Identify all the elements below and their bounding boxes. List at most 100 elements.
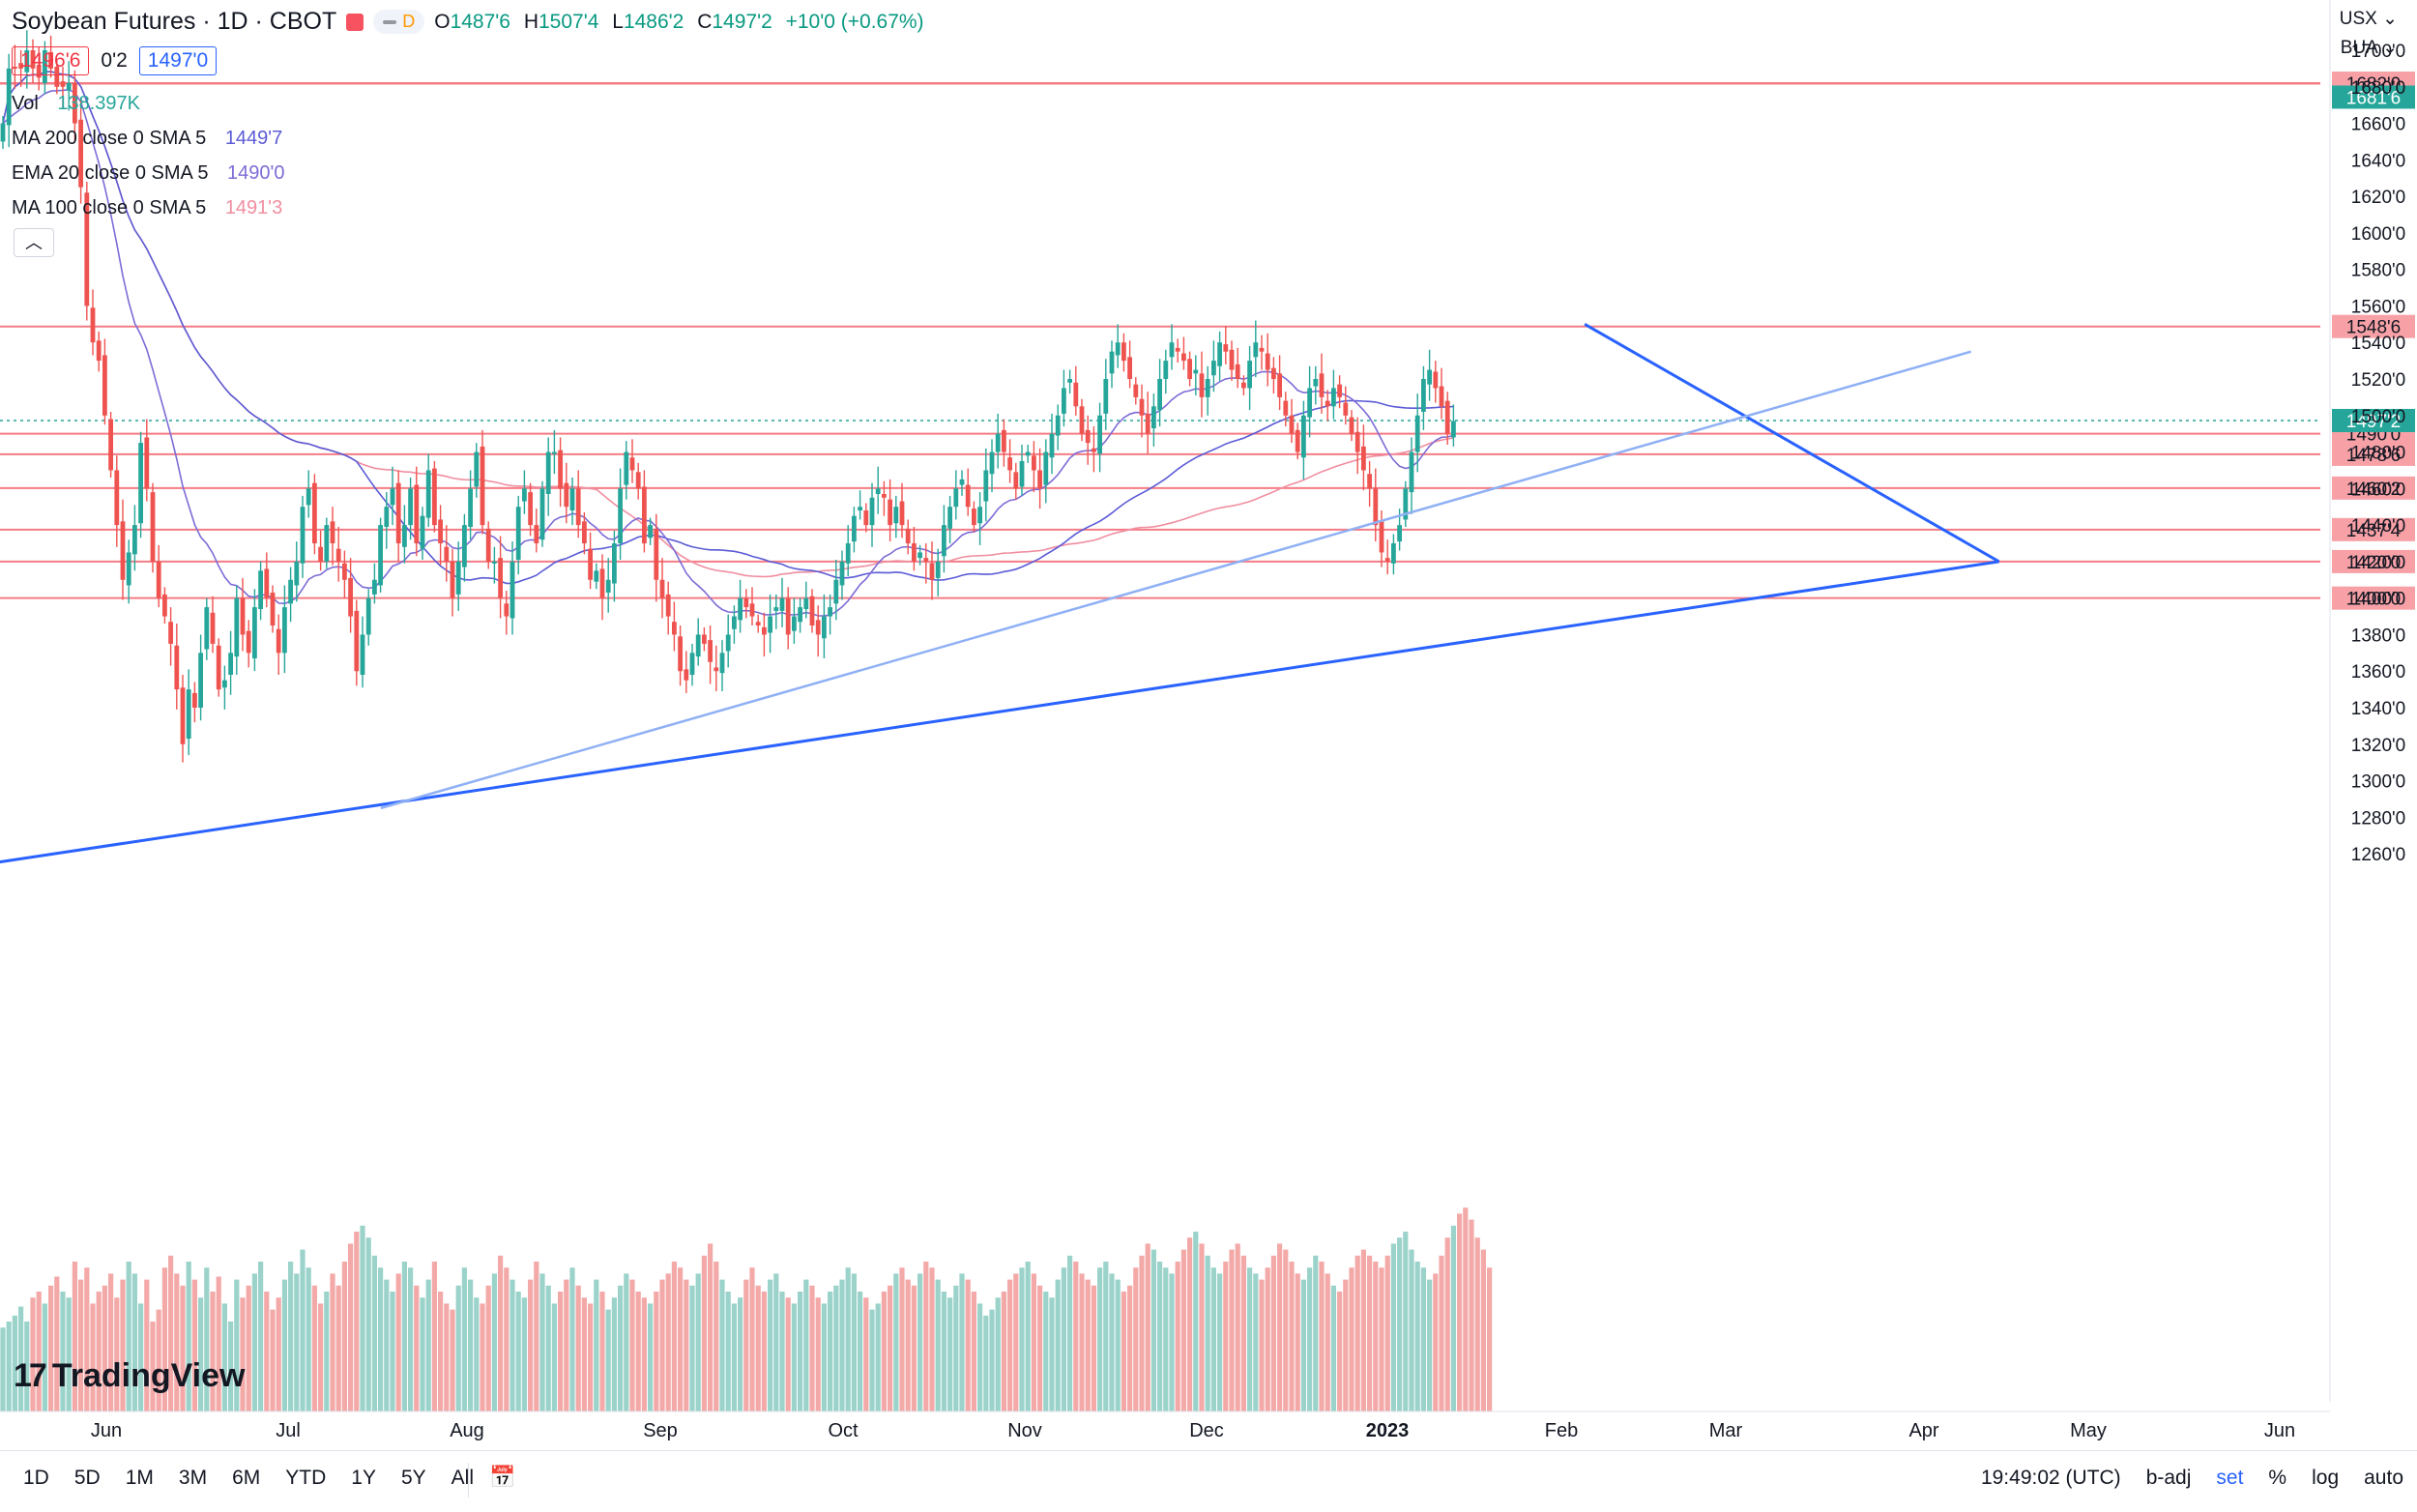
candle-body bbox=[708, 640, 713, 662]
price-level-text: 1548'6 bbox=[2346, 318, 2401, 338]
candle-body bbox=[1367, 474, 1372, 489]
candle bbox=[43, 41, 47, 95]
volume-bar bbox=[161, 1267, 167, 1411]
y-tick-label: 1380'0 bbox=[2351, 625, 2405, 646]
candle-body bbox=[659, 579, 665, 598]
candle-body bbox=[648, 525, 653, 538]
clock-time[interactable]: 19:49:02 (UTC) bbox=[1980, 1467, 2121, 1489]
legend-ma200[interactable]: MA 200 close 0 SMA 5 1449'7 bbox=[12, 128, 282, 150]
volume-bar bbox=[1223, 1262, 1229, 1411]
legend-ma200-name: MA bbox=[12, 128, 40, 149]
candle bbox=[743, 589, 749, 619]
candle-body bbox=[1079, 406, 1085, 434]
bottom-toolbar: 1D 5D 1M 3M 6M YTD 1Y 5Y All 📅 19:49:02 … bbox=[0, 1450, 2417, 1512]
y-tick-label: 1700'0 bbox=[2351, 42, 2405, 62]
legend-volume[interactable]: Vol 138.397K bbox=[12, 93, 140, 115]
log-toggle[interactable]: log bbox=[2312, 1467, 2340, 1489]
volume-bar bbox=[1307, 1267, 1313, 1411]
candle bbox=[1414, 393, 1420, 473]
candle-body bbox=[402, 525, 407, 547]
buy-price-button[interactable]: 1497'0 bbox=[138, 46, 218, 75]
y-tick-label: 1480'0 bbox=[2351, 444, 2405, 464]
volume-bar bbox=[468, 1279, 474, 1411]
candle-body bbox=[665, 594, 671, 617]
candle bbox=[534, 509, 539, 553]
percent-toggle[interactable]: % bbox=[2268, 1467, 2287, 1489]
candle-body bbox=[599, 568, 605, 598]
sell-price-button[interactable]: 1496'6 bbox=[12, 46, 90, 75]
candle-body bbox=[1421, 379, 1426, 412]
range-6m-button[interactable]: 6M bbox=[232, 1467, 261, 1489]
session-toggle[interactable]: set bbox=[2216, 1467, 2244, 1489]
legend-ma100-name: MA bbox=[12, 197, 40, 218]
candle bbox=[174, 624, 180, 710]
volume-bar bbox=[1337, 1292, 1343, 1411]
price-level-text: 1420'0 bbox=[2346, 553, 2401, 573]
currency-label: USX bbox=[2339, 9, 2377, 29]
range-5d-button[interactable]: 5D bbox=[73, 1467, 101, 1489]
volume-bar bbox=[120, 1279, 126, 1411]
candle-body bbox=[522, 488, 527, 502]
candle bbox=[1343, 386, 1349, 425]
range-1m-button[interactable]: 1M bbox=[125, 1467, 154, 1489]
candle-body bbox=[1379, 521, 1384, 553]
range-1d-button[interactable]: 1D bbox=[23, 1467, 49, 1489]
volume-bar bbox=[1049, 1297, 1055, 1411]
candle bbox=[1223, 326, 1229, 364]
range-1y-button[interactable]: 1Y bbox=[351, 1467, 376, 1489]
volume-bar bbox=[1097, 1267, 1103, 1411]
candle-body bbox=[324, 525, 330, 562]
currency-selector[interactable]: USX ⌄ bbox=[2340, 8, 2398, 30]
candle-body bbox=[779, 597, 785, 611]
volume-bar bbox=[510, 1279, 515, 1411]
symbol-title[interactable]: Soybean Futures · 1D · CBOT bbox=[12, 8, 337, 35]
chevron-down-icon: ⌄ bbox=[2382, 9, 2398, 29]
range-ytd-button[interactable]: YTD bbox=[285, 1467, 327, 1489]
open-label: O bbox=[434, 10, 451, 33]
volume-bar bbox=[1127, 1285, 1133, 1411]
candle-body bbox=[809, 596, 815, 625]
x-tick-label: Mar bbox=[1709, 1420, 1743, 1441]
data-status-pill[interactable]: D bbox=[373, 10, 425, 34]
volume-bar bbox=[911, 1285, 917, 1411]
unit-selector[interactable]: BUA ⌄ bbox=[2341, 37, 2398, 59]
volume-bar bbox=[360, 1225, 365, 1411]
y-tick-label: 1560'0 bbox=[2351, 297, 2405, 317]
volume-bar bbox=[96, 1292, 102, 1411]
candle bbox=[13, 44, 17, 89]
volume-bar bbox=[803, 1279, 809, 1411]
range-5y-button[interactable]: 5Y bbox=[400, 1467, 426, 1489]
candle bbox=[324, 517, 330, 569]
range-all-button[interactable]: All bbox=[451, 1467, 474, 1489]
y-tick-label: 1340'0 bbox=[2351, 699, 2405, 719]
volume-bar bbox=[588, 1303, 594, 1411]
volume-bar bbox=[971, 1292, 976, 1411]
volume-bar bbox=[1205, 1255, 1210, 1411]
candle bbox=[1409, 437, 1414, 514]
price-chart[interactable]: 1682'01681'61548'61490'01478'61460'21437… bbox=[0, 0, 2417, 1450]
auto-toggle[interactable]: auto bbox=[2364, 1467, 2403, 1489]
range-3m-button[interactable]: 3M bbox=[178, 1467, 208, 1489]
candle-body bbox=[863, 510, 869, 526]
candle-body bbox=[372, 579, 377, 595]
volume-bar bbox=[228, 1322, 234, 1411]
candle bbox=[192, 682, 197, 723]
chevron-up-icon[interactable]: ︿ bbox=[14, 228, 54, 257]
candle bbox=[539, 480, 545, 547]
candle-body bbox=[923, 558, 929, 562]
volume-bar bbox=[1235, 1243, 1240, 1411]
calendar-icon[interactable]: 📅 bbox=[489, 1465, 516, 1489]
price-level-badge bbox=[2332, 476, 2415, 500]
close-label: C bbox=[697, 10, 713, 33]
b-adj-toggle[interactable]: b-adj bbox=[2145, 1467, 2192, 1489]
candle-body bbox=[768, 616, 772, 633]
candle-body bbox=[144, 437, 150, 489]
candle bbox=[480, 429, 485, 535]
candle-body bbox=[594, 570, 599, 582]
legend-ma100[interactable]: MA 100 close 0 SMA 5 1491'3 bbox=[12, 197, 282, 219]
flag-icon[interactable] bbox=[346, 13, 364, 31]
volume-bar bbox=[1157, 1262, 1163, 1411]
volume-bar bbox=[953, 1285, 959, 1411]
legend-ema20[interactable]: EMA 20 close 0 SMA 5 1490'0 bbox=[12, 162, 284, 185]
candle bbox=[150, 482, 156, 573]
